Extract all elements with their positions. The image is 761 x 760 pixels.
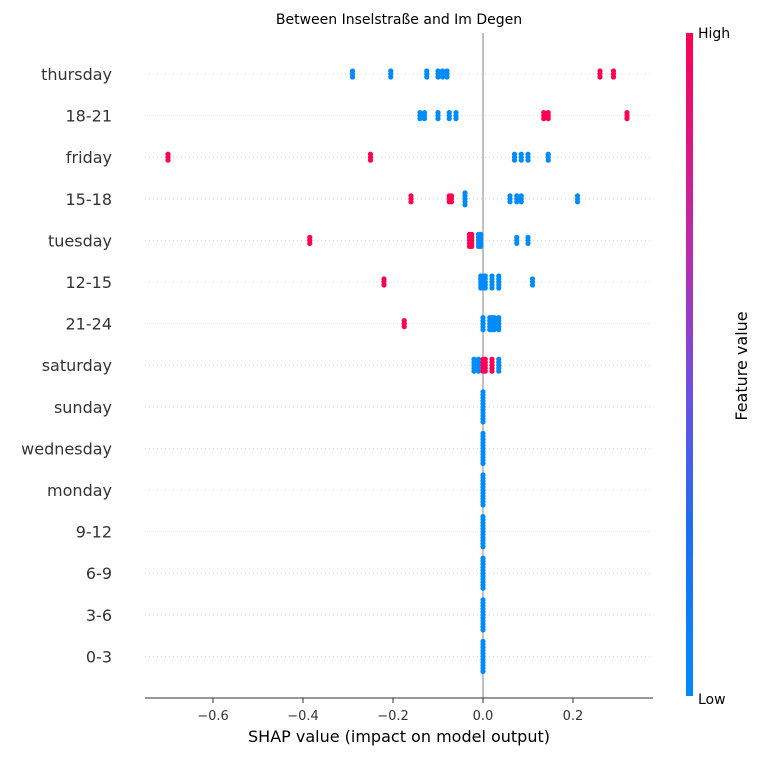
point-friday [525, 151, 531, 163]
feature-label-18-21: 18-21 [66, 107, 113, 126]
point-18-21 [453, 110, 459, 122]
x-tick-label: −0.4 [287, 709, 319, 724]
chart-title: Between Inselstraße and Im Degen [276, 12, 522, 28]
x-tick-label: 0.0 [473, 709, 494, 724]
point-tuesday [307, 234, 313, 246]
point-6-9 [480, 555, 486, 591]
feature-label-12-15: 12-15 [66, 273, 113, 292]
point-18-21 [446, 110, 452, 122]
point-sunday [480, 389, 486, 425]
point-18-21 [541, 110, 547, 122]
point-tuesday [525, 234, 531, 246]
point-saturday [496, 356, 502, 374]
colorbar-high-label: High [698, 26, 730, 42]
point-thursday [444, 68, 450, 80]
x-tick-label: −0.2 [377, 709, 409, 724]
feature-label-wednesday: wednesday [21, 439, 112, 458]
point-18-21 [545, 110, 551, 122]
feature-label-saturday: saturday [42, 356, 112, 375]
point-thursday [597, 68, 603, 80]
point-friday [511, 151, 518, 163]
feature-label-tuesday: tuesday [48, 231, 112, 250]
point-thursday [439, 68, 446, 80]
colorbar-title: Feature value [732, 311, 751, 420]
x-tick-label: −0.6 [197, 709, 229, 724]
point-thursday [424, 68, 430, 80]
row-gridlines [145, 73, 653, 657]
point-15-18 [514, 193, 520, 205]
x-tick-label: 0.2 [563, 709, 584, 724]
data-points [165, 68, 630, 675]
point-thursday [349, 68, 356, 80]
point-monday [480, 472, 486, 508]
point-3-6 [480, 597, 486, 633]
feature-label-thursday: thursday [41, 65, 112, 84]
feature-label-9-12: 9-12 [76, 523, 112, 542]
point-9-12 [480, 514, 486, 550]
point-15-18 [518, 193, 524, 205]
point-0-3 [480, 638, 486, 675]
point-12-15 [496, 273, 502, 291]
x-axis-ticks: −0.6 −0.4 −0.2 0.0 0.2 [197, 698, 583, 724]
point-18-21 [435, 110, 441, 122]
point-saturday [489, 356, 495, 374]
feature-label-21-24: 21-24 [66, 315, 113, 334]
point-18-21 [417, 110, 423, 122]
feature-label-3-6: 3-6 [86, 606, 112, 625]
point-12-15 [482, 273, 488, 291]
point-15-18 [574, 193, 581, 205]
point-18-21 [421, 110, 428, 122]
point-thursday [435, 68, 441, 80]
point-15-18 [408, 193, 414, 205]
point-friday [165, 151, 171, 163]
colorbar [686, 33, 693, 696]
point-tuesday [478, 231, 484, 249]
point-15-18 [462, 190, 468, 208]
feature-label-15-18: 15-18 [66, 190, 113, 209]
point-15-18 [448, 193, 455, 205]
point-friday [518, 151, 524, 163]
feature-label-6-9: 6-9 [86, 564, 112, 583]
point-thursday [388, 68, 394, 80]
point-saturday [475, 356, 482, 374]
point-thursday [610, 68, 617, 80]
point-friday [367, 151, 374, 163]
point-saturday [482, 356, 488, 374]
feature-label-sunday: sunday [54, 398, 112, 417]
point-18-21 [624, 110, 630, 122]
point-wednesday [480, 430, 486, 466]
point-friday [545, 151, 551, 163]
feature-labels: thursday 18-21 friday 15-18 tuesday 12-15 21-2… [21, 65, 112, 666]
colorbar-low-label: Low [698, 692, 726, 708]
point-15-18 [507, 193, 513, 205]
point-12-15 [381, 276, 387, 288]
point-21-24 [491, 315, 497, 333]
point-21-24 [496, 315, 502, 333]
point-saturday [471, 356, 477, 374]
feature-label-0-3: 0-3 [86, 647, 112, 666]
point-21-24 [480, 315, 486, 333]
point-12-15 [529, 276, 536, 288]
point-21-24 [401, 318, 407, 330]
point-12-15 [489, 273, 495, 291]
feature-label-friday: friday [66, 148, 112, 167]
point-tuesday [514, 234, 520, 246]
x-axis-label: SHAP value (impact on model output) [248, 727, 550, 746]
feature-label-monday: monday [47, 481, 112, 500]
point-tuesday [469, 231, 475, 249]
